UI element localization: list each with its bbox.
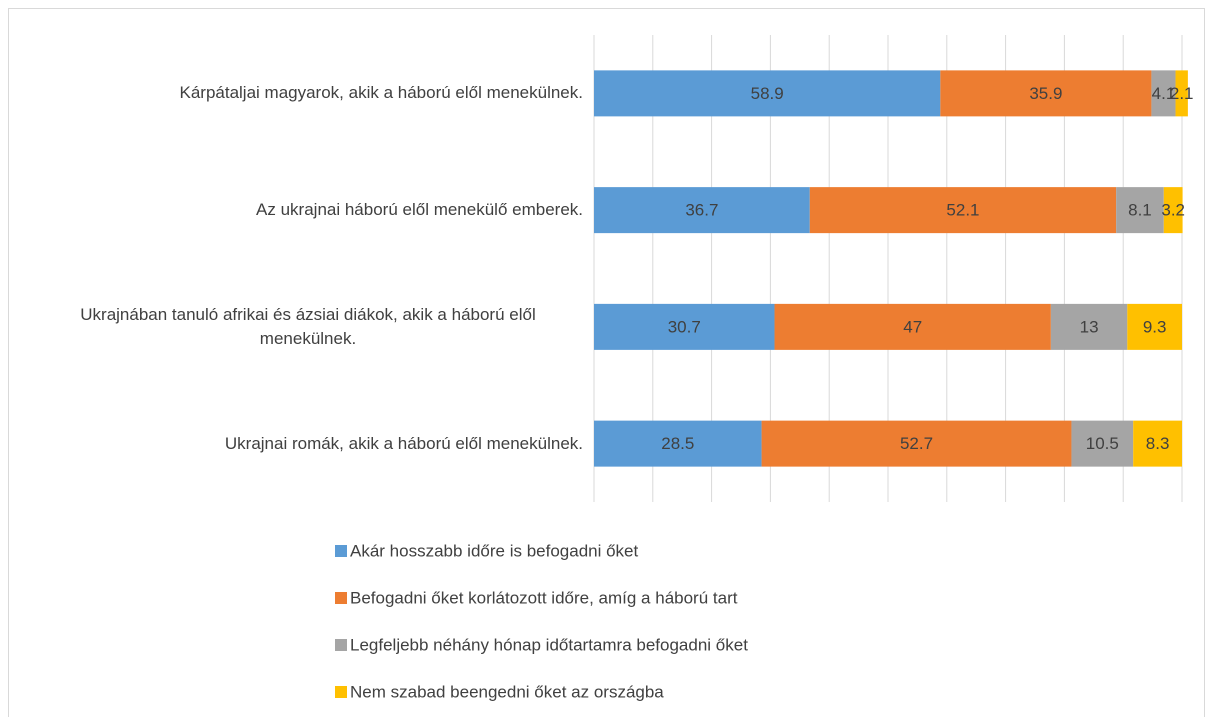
data-label: 2.1 — [1170, 84, 1194, 103]
data-label: 8.1 — [1128, 201, 1152, 220]
data-label: 35.9 — [1029, 84, 1062, 103]
data-label: 30.7 — [668, 317, 701, 336]
data-label: 10.5 — [1086, 434, 1119, 453]
data-label: 47 — [903, 317, 922, 336]
bar-segment — [1116, 187, 1164, 234]
data-label: 9.3 — [1143, 317, 1167, 336]
data-label: 58.9 — [751, 84, 784, 103]
bar-segment — [594, 420, 762, 467]
legend-swatch — [335, 545, 347, 557]
legend-label: Legfeljebb néhány hónap időtartamra befo… — [350, 635, 748, 654]
data-label: 13 — [1080, 317, 1099, 336]
category-label: Kárpátaljai magyarok, akik a háború elől… — [179, 83, 583, 103]
bar-segment — [761, 420, 1072, 467]
legend-swatch — [335, 592, 347, 604]
data-label: 8.3 — [1146, 434, 1170, 453]
data-label: 4.1 — [1152, 84, 1176, 103]
legend-label: Akár hosszabb időre is befogadni őket — [350, 541, 639, 560]
legend-swatch — [335, 686, 347, 698]
category-label: Ukrajnai romák, akik a háború elől menek… — [224, 433, 583, 453]
bar-segment — [1151, 70, 1176, 117]
bar-segment — [594, 187, 810, 234]
bar-segment — [1175, 70, 1188, 117]
data-label: 52.7 — [900, 434, 933, 453]
legend-label: Befogadni őket korlátozott időre, amíg a… — [350, 588, 738, 607]
bar-segment — [1163, 187, 1183, 234]
category-label: Az ukrajnai háború elől menekülő emberek… — [256, 200, 583, 220]
bar-segment — [774, 303, 1051, 350]
data-label: 3.2 — [1161, 201, 1185, 220]
chart-frame — [8, 8, 1205, 717]
bar-segment — [1050, 303, 1128, 350]
bar-segment — [1133, 420, 1182, 467]
data-label: 36.7 — [685, 201, 718, 220]
data-label: 28.5 — [661, 434, 694, 453]
bar-segment — [809, 187, 1117, 234]
legend-swatch — [335, 639, 347, 651]
category-label: Ukrajnában tanuló afrikai és ázsiai diák… — [80, 304, 536, 348]
bar-segment — [940, 70, 1152, 117]
bar-segment — [594, 303, 775, 350]
bar-segment — [594, 70, 941, 117]
legend-label: Nem szabad beengedni őket az országba — [350, 682, 664, 701]
data-label: 52.1 — [946, 201, 979, 220]
bar-segment — [1071, 420, 1134, 467]
bar-segment — [1127, 303, 1182, 350]
